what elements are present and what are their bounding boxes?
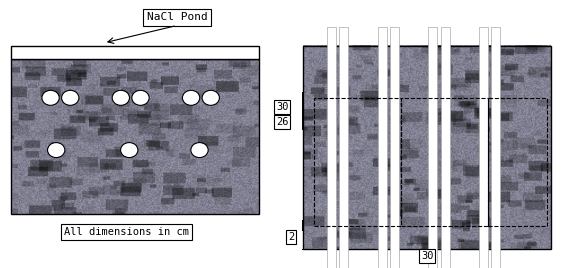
Bar (327, 27, 336, 268)
Ellipse shape (62, 90, 79, 105)
Bar (401, 98, 488, 226)
Ellipse shape (42, 90, 59, 105)
Ellipse shape (132, 90, 149, 105)
Text: 26: 26 (276, 117, 288, 127)
Text: 30: 30 (276, 102, 288, 112)
Bar (303, 46, 551, 249)
Ellipse shape (121, 143, 138, 158)
Bar (11, 46, 259, 59)
Ellipse shape (48, 143, 65, 158)
Bar (491, 27, 500, 268)
Bar (314, 98, 401, 226)
Bar (479, 27, 488, 268)
Text: NaCl Pond: NaCl Pond (147, 12, 207, 23)
Ellipse shape (112, 90, 129, 105)
Bar (428, 27, 437, 268)
Ellipse shape (191, 143, 208, 158)
Ellipse shape (202, 90, 219, 105)
Text: 2: 2 (288, 232, 294, 242)
Text: All dimensions in cm: All dimensions in cm (64, 227, 189, 237)
Ellipse shape (183, 90, 200, 105)
Bar (378, 27, 387, 268)
Bar (339, 27, 348, 268)
Bar (390, 27, 399, 268)
Bar (441, 27, 450, 268)
Bar (11, 59, 259, 214)
Bar (488, 98, 547, 226)
Text: 30: 30 (421, 251, 433, 261)
